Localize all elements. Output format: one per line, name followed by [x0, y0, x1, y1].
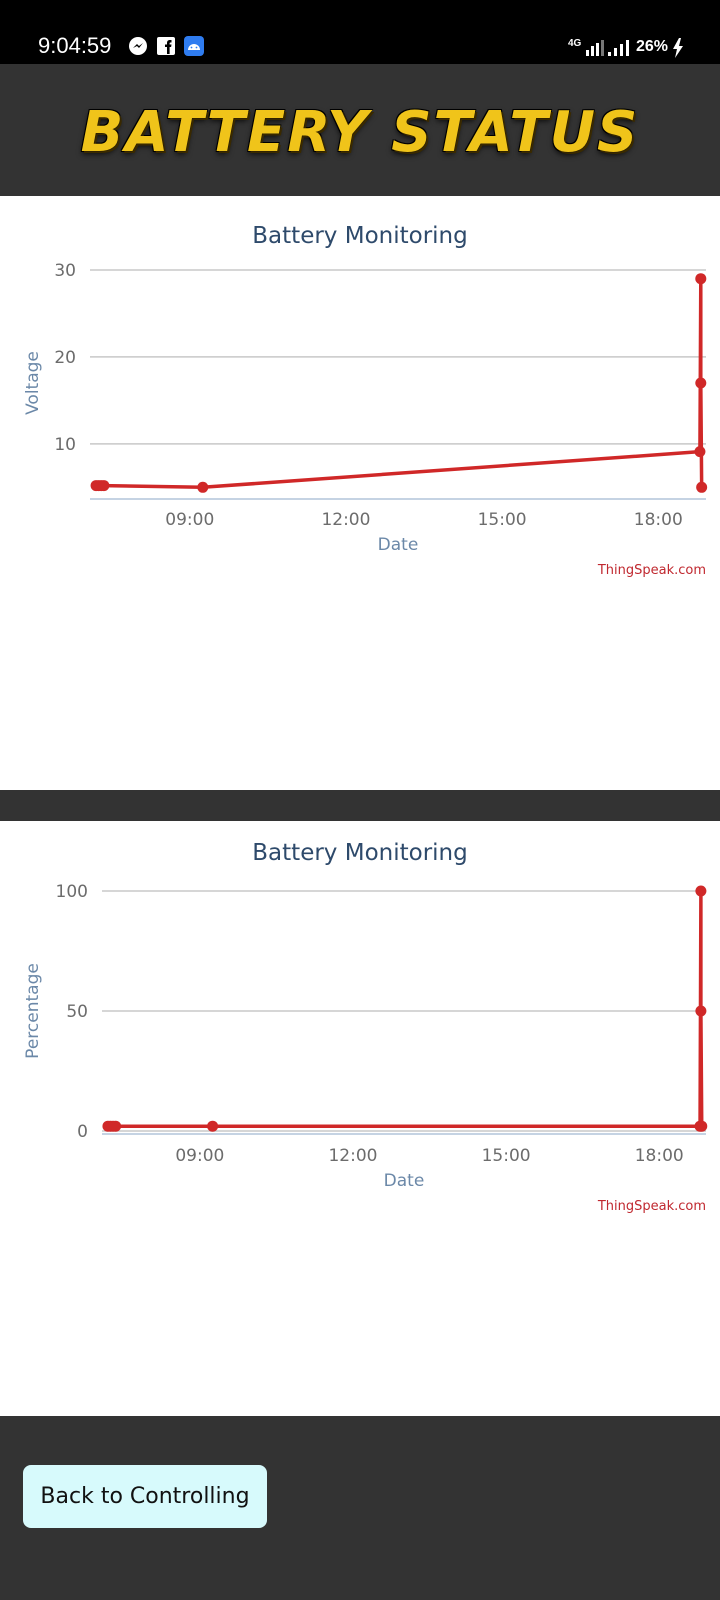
- messenger-icon: [129, 37, 147, 55]
- y-tick-label: 0: [77, 1122, 88, 1142]
- battery-status-logo: BATTERY STATUS: [80, 100, 640, 165]
- chart-title: Battery Monitoring: [252, 840, 467, 866]
- data-point[interactable]: [694, 446, 706, 458]
- data-point[interactable]: [197, 481, 209, 493]
- x-tick-label: 15:00: [478, 510, 527, 530]
- x-tick-label: 18:00: [635, 1146, 684, 1166]
- charging-icon: [673, 38, 683, 58]
- y-axis-label: Percentage: [23, 963, 43, 1059]
- data-point[interactable]: [695, 273, 707, 285]
- data-point[interactable]: [696, 1120, 708, 1132]
- y-tick-label: 30: [54, 261, 76, 281]
- thingspeak-credit[interactable]: ThingSpeak.com: [597, 563, 706, 578]
- signal-icon-2: [608, 40, 629, 56]
- battery-percentage: 26%: [636, 38, 669, 55]
- status-bar: 9:04:59 4G 26%: [0, 0, 720, 64]
- data-point[interactable]: [695, 1005, 707, 1017]
- thingspeak-credit[interactable]: ThingSpeak.com: [597, 1199, 706, 1214]
- data-point[interactable]: [695, 885, 707, 897]
- x-axis-label: Date: [378, 535, 419, 555]
- y-tick-label: 100: [56, 882, 88, 902]
- y-tick-label: 20: [54, 348, 76, 368]
- status-indicators: 4G 26%: [0, 36, 720, 58]
- chart-title: Battery Monitoring: [252, 223, 467, 249]
- x-tick-label: 09:00: [165, 510, 214, 530]
- signal-icon: [586, 40, 604, 56]
- back-to-controlling-button[interactable]: Back to Controlling: [23, 1465, 267, 1528]
- x-tick-label: 12:00: [321, 510, 370, 530]
- percentage-chart: Battery Monitoring 0 50 100 09:00 12:00 15:00 1…: [23, 840, 708, 1214]
- y-tick-label: 50: [66, 1002, 88, 1022]
- voltage-chart-panel: Battery Monitoring 10 20 30 09:00 12:00 15:00 1…: [0, 196, 720, 790]
- status-clock: 9:04:59: [38, 33, 112, 58]
- series-line: [107, 889, 704, 1128]
- data-point[interactable]: [695, 377, 707, 389]
- data-point[interactable]: [696, 481, 708, 493]
- x-tick-label: 18:00: [634, 510, 683, 530]
- data-point[interactable]: [98, 480, 110, 492]
- voltage-chart: Battery Monitoring 10 20 30 09:00 12:00 15:00 1…: [23, 223, 708, 578]
- android-app-icon: [184, 36, 204, 56]
- header-bar: [0, 64, 720, 196]
- x-axis-label: Date: [384, 1171, 425, 1191]
- data-point[interactable]: [110, 1120, 122, 1132]
- x-tick-label: 12:00: [328, 1146, 377, 1166]
- y-axis-label: Voltage: [23, 351, 43, 415]
- facebook-icon: [157, 37, 175, 55]
- series-line: [96, 276, 704, 490]
- y-tick-label: 10: [54, 435, 76, 455]
- network-type: 4G: [568, 38, 582, 49]
- x-tick-label: 09:00: [175, 1146, 224, 1166]
- x-tick-label: 15:00: [482, 1146, 531, 1166]
- percentage-chart-panel: Battery Monitoring 0 50 100 09:00 12:00 15:00 1…: [0, 821, 720, 1416]
- data-point[interactable]: [207, 1120, 219, 1132]
